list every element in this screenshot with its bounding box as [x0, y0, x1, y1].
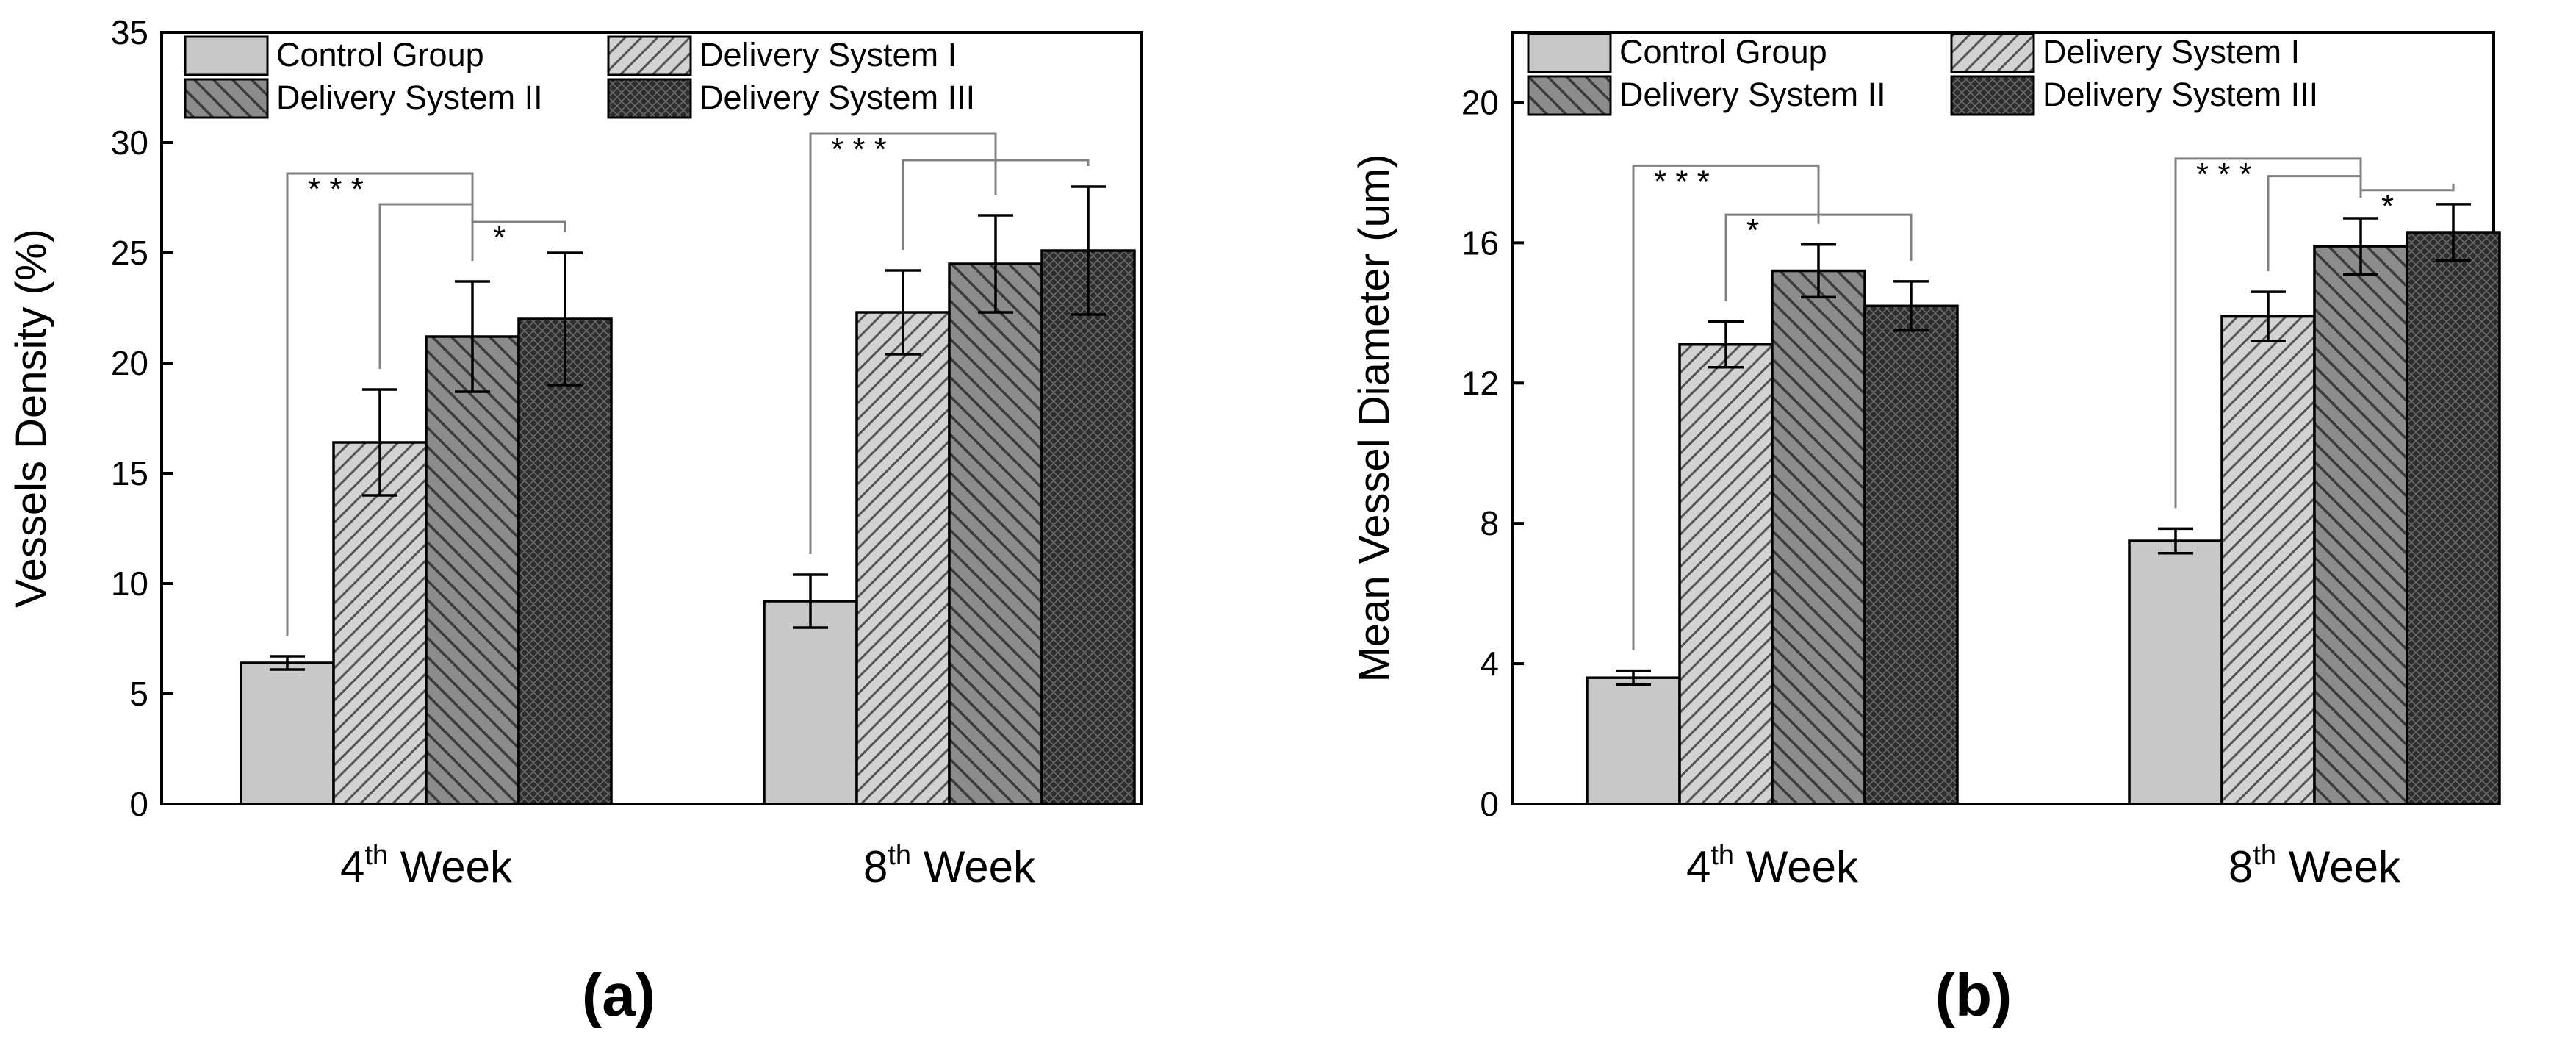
y-tick-label: 4 [1480, 645, 1499, 683]
bar-delivery-system-ii [2313, 245, 2408, 805]
category-labels: 4th Week 8th Week [340, 840, 1036, 891]
legend: Control Group Delivery System I Delivery S… [1527, 32, 2318, 116]
category-labels: 4th Week 8th Week [1686, 840, 2401, 891]
y-tick-label: 8 [1480, 504, 1499, 542]
legend-swatch-delivery-system-i [1950, 32, 2035, 73]
significance-bracket [1724, 213, 1913, 301]
significance-marker: * [493, 220, 506, 256]
category-ordinal: 4 [340, 842, 364, 891]
significance-marker: * [2381, 188, 2394, 224]
legend-label-delivery-system-ii: Delivery System II [1619, 76, 1886, 113]
category-suffix: th [2253, 840, 2276, 871]
significance-bracket [809, 132, 997, 554]
legend-swatch-delivery-system-iii [607, 78, 692, 119]
significance-brackets: * * * * * * * [286, 132, 1090, 636]
y-tick-label: 5 [129, 675, 148, 713]
y-tick-label: 10 [111, 564, 148, 603]
y-tick-label: 15 [111, 454, 148, 492]
bar-delivery-system-ii [948, 262, 1043, 805]
y-tick-label: 25 [111, 234, 148, 272]
legend: Control Group Delivery System I Delivery S… [184, 35, 975, 119]
bar-delivery-system-iii [517, 317, 613, 805]
legend-swatch-control-group [184, 35, 269, 76]
y-axis-ticks: 0 5 10 15 20 25 30 35 [111, 13, 951, 823]
legend-swatch-delivery-system-ii [1527, 75, 1612, 116]
legend-swatch-delivery-system-ii [184, 78, 269, 119]
bars [1586, 203, 2501, 805]
significance-bracket [1632, 164, 1820, 650]
panel-label: (b) [1935, 962, 2012, 1029]
y-tick-label: 35 [111, 13, 148, 51]
y-tick-label: 0 [129, 785, 148, 823]
y-tick-label: 0 [1480, 785, 1499, 823]
y-axis-ticks: 0 4 8 12 16 20 [1461, 83, 2316, 823]
significance-bracket [2267, 175, 2362, 272]
plot-frame [160, 31, 1143, 805]
significance-marker: * [1746, 212, 1759, 248]
bar-delivery-system-i [332, 441, 428, 805]
category-word: Week [388, 842, 513, 891]
significance-marker: * * * [2196, 157, 2252, 193]
category-suffix: th [364, 840, 388, 871]
legend-label-delivery-system-i: Delivery System I [2043, 33, 2300, 71]
category-label: 8th Week [863, 840, 1036, 891]
panel-a: 0 5 10 15 20 25 30 35 * * * * * * * Control Group… [7, 13, 1143, 1029]
y-tick-label: 30 [111, 123, 148, 162]
bar-delivery-system-iii [2406, 231, 2501, 805]
y-axis-title: Vessels Density (%) [7, 229, 55, 608]
bar-delivery-system-ii [1771, 269, 1866, 805]
y-tick-label: 12 [1461, 364, 1499, 402]
significance-brackets: * * * * * * * * [1632, 157, 2455, 650]
category-suffix: th [1710, 840, 1734, 871]
legend-label-delivery-system-iii: Delivery System III [699, 79, 975, 116]
y-tick-label: 20 [111, 344, 148, 382]
bar-control-group [1586, 676, 1681, 805]
bar-delivery-system-iii [1040, 249, 1136, 805]
legend-label-control-group: Control Group [276, 36, 484, 73]
panel-b: 0 4 8 12 16 20 * * * * * * * * Control Group Deli… [1350, 31, 2501, 1029]
panel-label: (a) [582, 962, 655, 1029]
legend-label-delivery-system-ii: Delivery System II [276, 79, 543, 116]
category-label: 4th Week [1686, 840, 1859, 891]
bar-control-group [763, 600, 858, 805]
category-word: Week [1734, 842, 1859, 891]
significance-marker: * * * [1654, 163, 1710, 199]
bar-delivery-system-i [855, 311, 951, 805]
legend-label-delivery-system-iii: Delivery System III [2043, 76, 2318, 113]
legend-label-control-group: Control Group [1619, 33, 1827, 71]
significance-bracket [471, 220, 566, 261]
legend-swatch-control-group [1527, 32, 1612, 73]
category-ordinal: 8 [2228, 842, 2253, 891]
category-word: Week [911, 842, 1036, 891]
category-ordinal: 4 [1686, 842, 1710, 891]
legend-swatch-delivery-system-i [607, 35, 692, 76]
y-tick-label: 16 [1461, 223, 1499, 262]
significance-bracket [902, 159, 1090, 250]
bar-delivery-system-ii [425, 335, 520, 805]
bar-delivery-system-i [1678, 343, 1774, 805]
category-label: 8th Week [2228, 840, 2401, 891]
bars [240, 185, 1136, 805]
y-tick-label: 20 [1461, 83, 1499, 121]
category-label: 4th Week [340, 840, 513, 891]
bar-control-group [240, 661, 335, 805]
significance-marker: * * * [308, 171, 364, 207]
category-ordinal: 8 [863, 842, 888, 891]
bar-control-group [2128, 539, 2223, 805]
category-suffix: th [888, 840, 911, 871]
significance-marker: * * * [831, 132, 887, 168]
significance-bracket [2359, 183, 2455, 198]
legend-swatch-delivery-system-iii [1950, 75, 2035, 116]
category-word: Week [2276, 842, 2401, 891]
bar-delivery-system-iii [1863, 304, 1959, 805]
legend-label-delivery-system-i: Delivery System I [699, 36, 957, 73]
bar-delivery-system-i [2220, 315, 2316, 805]
y-axis-title: Mean Vessel Diameter (um) [1350, 154, 1398, 683]
